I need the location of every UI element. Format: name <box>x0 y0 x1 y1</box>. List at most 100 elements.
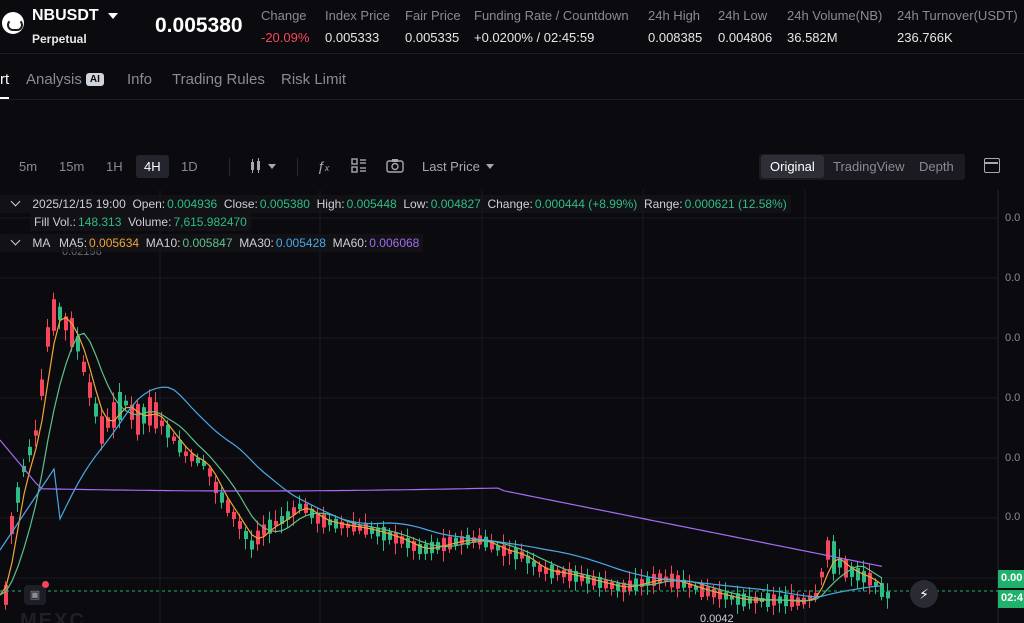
candle-body <box>34 430 38 436</box>
camera-icon[interactable] <box>386 158 404 176</box>
candle-body <box>64 316 68 331</box>
stat-24h-high: 24h High 0.008385 <box>648 8 702 45</box>
tab-risk-limit[interactable]: Risk Limit <box>281 71 347 88</box>
candle-body <box>400 536 404 544</box>
candle-body <box>106 417 110 428</box>
chart-view-toggle: Original TradingView Depth <box>759 154 965 180</box>
candle-body <box>208 468 212 477</box>
candle-body <box>262 524 266 536</box>
tab-trading-rules[interactable]: Trading Rules <box>172 71 265 88</box>
timeframe-5m[interactable]: 5m <box>19 159 38 174</box>
ai-badge-icon: AI <box>85 73 104 86</box>
candle-body <box>334 518 338 529</box>
chart-settings-icon[interactable]: ▣ <box>24 585 46 605</box>
candle-body <box>622 582 626 593</box>
candle-body <box>724 592 728 600</box>
stat-label: Change <box>261 8 307 23</box>
candle-body <box>568 568 572 582</box>
legend-high: 0.005448 <box>346 197 397 211</box>
legend-ma-label[interactable]: MA <box>32 236 51 250</box>
quick-trade-bolt-icon[interactable]: ⚡ <box>910 580 938 608</box>
stat-change: Change -20.09% <box>261 8 309 45</box>
candle-body <box>328 519 332 526</box>
candle-body <box>742 593 746 607</box>
legend-ma30-label: MA30: <box>239 236 274 250</box>
candle-body <box>250 540 254 550</box>
candle-body <box>838 559 842 568</box>
candle-body <box>610 582 614 589</box>
layout-grid-icon[interactable] <box>351 158 367 177</box>
chart-tabs: rt Analysis AI Info Trading Rules Risk Li… <box>0 56 1024 100</box>
candle-body <box>88 382 92 398</box>
timeframe-1d[interactable]: 1D <box>181 159 198 174</box>
ohlc-legend: 2025/12/15 19:00 Open: 0.004936 Close: 0.0… <box>0 195 791 213</box>
chart-canvas[interactable] <box>0 190 1024 623</box>
ma-legend: MA MA5: 0.005634 MA10: 0.005847 MA30: 0.005… <box>0 234 424 252</box>
legend-fillvol: 148.313 <box>78 215 122 229</box>
stat-24h-volume: 24h Volume(NB) 36.582M <box>787 8 882 45</box>
symbol-name[interactable]: NBUSDT <box>32 7 99 24</box>
toolbar-divider <box>297 158 298 176</box>
chevron-down-icon <box>486 164 495 169</box>
candle-body <box>574 571 578 582</box>
symbol-dropdown-icon[interactable] <box>108 13 118 19</box>
countdown-tag: 02:4 <box>998 590 1024 608</box>
ma5-line <box>0 316 883 602</box>
tab-analysis[interactable]: Analysis AI <box>26 71 104 88</box>
view-tradingview[interactable]: TradingView <box>833 159 905 174</box>
candle-body <box>280 516 284 524</box>
token-logo-icon <box>2 12 24 34</box>
timeframe-1h[interactable]: 1H <box>106 159 123 174</box>
candle-body <box>238 521 242 529</box>
volume-legend: Fill Vol.: 148.313 Volume: 7,615.982470 <box>30 213 251 231</box>
candle-body <box>232 511 236 520</box>
collapse-chevron-icon[interactable] <box>10 235 21 246</box>
stat-value: 0.005333 <box>325 30 380 45</box>
candle-body <box>4 585 8 605</box>
candle-body <box>514 547 518 560</box>
candle-body <box>634 578 638 591</box>
candle-body <box>76 336 80 352</box>
watermark-logo: MEXC <box>20 610 86 623</box>
candle-body <box>184 451 188 457</box>
candle-body <box>418 543 422 555</box>
candle-body <box>628 580 632 592</box>
tab-info[interactable]: Info <box>127 71 153 88</box>
candle-body <box>580 574 584 582</box>
candle-body <box>244 530 248 540</box>
timeframe-15m[interactable]: 15m <box>59 159 85 174</box>
stat-value: -20.09% <box>261 30 310 45</box>
candlestick-chart[interactable]: MEXC 0.02196 0.0042 2025/12/15 19:00 Ope… <box>0 190 1024 623</box>
candle-body <box>502 545 506 556</box>
timeframe-4h[interactable]: 4H <box>136 155 169 178</box>
candle-body <box>682 579 686 588</box>
panel-toggle-icon[interactable] <box>984 158 1000 173</box>
indicator-fx-icon[interactable]: ƒx <box>317 158 330 174</box>
candle-body <box>316 513 320 524</box>
legend-ma30: 0.005428 <box>275 236 326 250</box>
candle-body <box>130 404 134 420</box>
candle-body <box>880 583 884 597</box>
candle-body <box>100 416 104 444</box>
legend-ma10-label: MA10: <box>145 236 181 250</box>
legend-close-label: Close: <box>223 197 258 211</box>
candle-body <box>862 570 866 583</box>
candle-body <box>352 522 356 532</box>
stat-24h-low: 24h Low 0.004806 <box>718 8 772 45</box>
price-source-select[interactable]: Last Price <box>422 159 495 174</box>
candle-type-icon[interactable] <box>249 158 277 177</box>
tab-analysis-label: Analysis <box>26 71 82 88</box>
candle-body <box>166 424 170 438</box>
stat-funding-rate[interactable]: Funding Rate / Countdown +0.0200% / 02:4… <box>474 8 629 45</box>
candle-body <box>28 446 32 456</box>
view-original[interactable]: Original <box>761 155 824 178</box>
tab-chart[interactable]: rt <box>0 71 10 88</box>
collapse-chevron-icon[interactable] <box>10 196 21 207</box>
legend-datetime: 2025/12/15 19:00 <box>32 197 126 211</box>
candle-body <box>154 402 158 429</box>
stat-index-price: Index Price 0.005333 <box>325 8 390 45</box>
chart-toolbar: 5m 15m 1H 4H 1D ƒx Last Price Original T… <box>0 150 1024 184</box>
view-depth[interactable]: Depth <box>919 159 954 174</box>
ma10-line <box>0 332 883 602</box>
legend-ma60-label: MA60: <box>332 236 368 250</box>
